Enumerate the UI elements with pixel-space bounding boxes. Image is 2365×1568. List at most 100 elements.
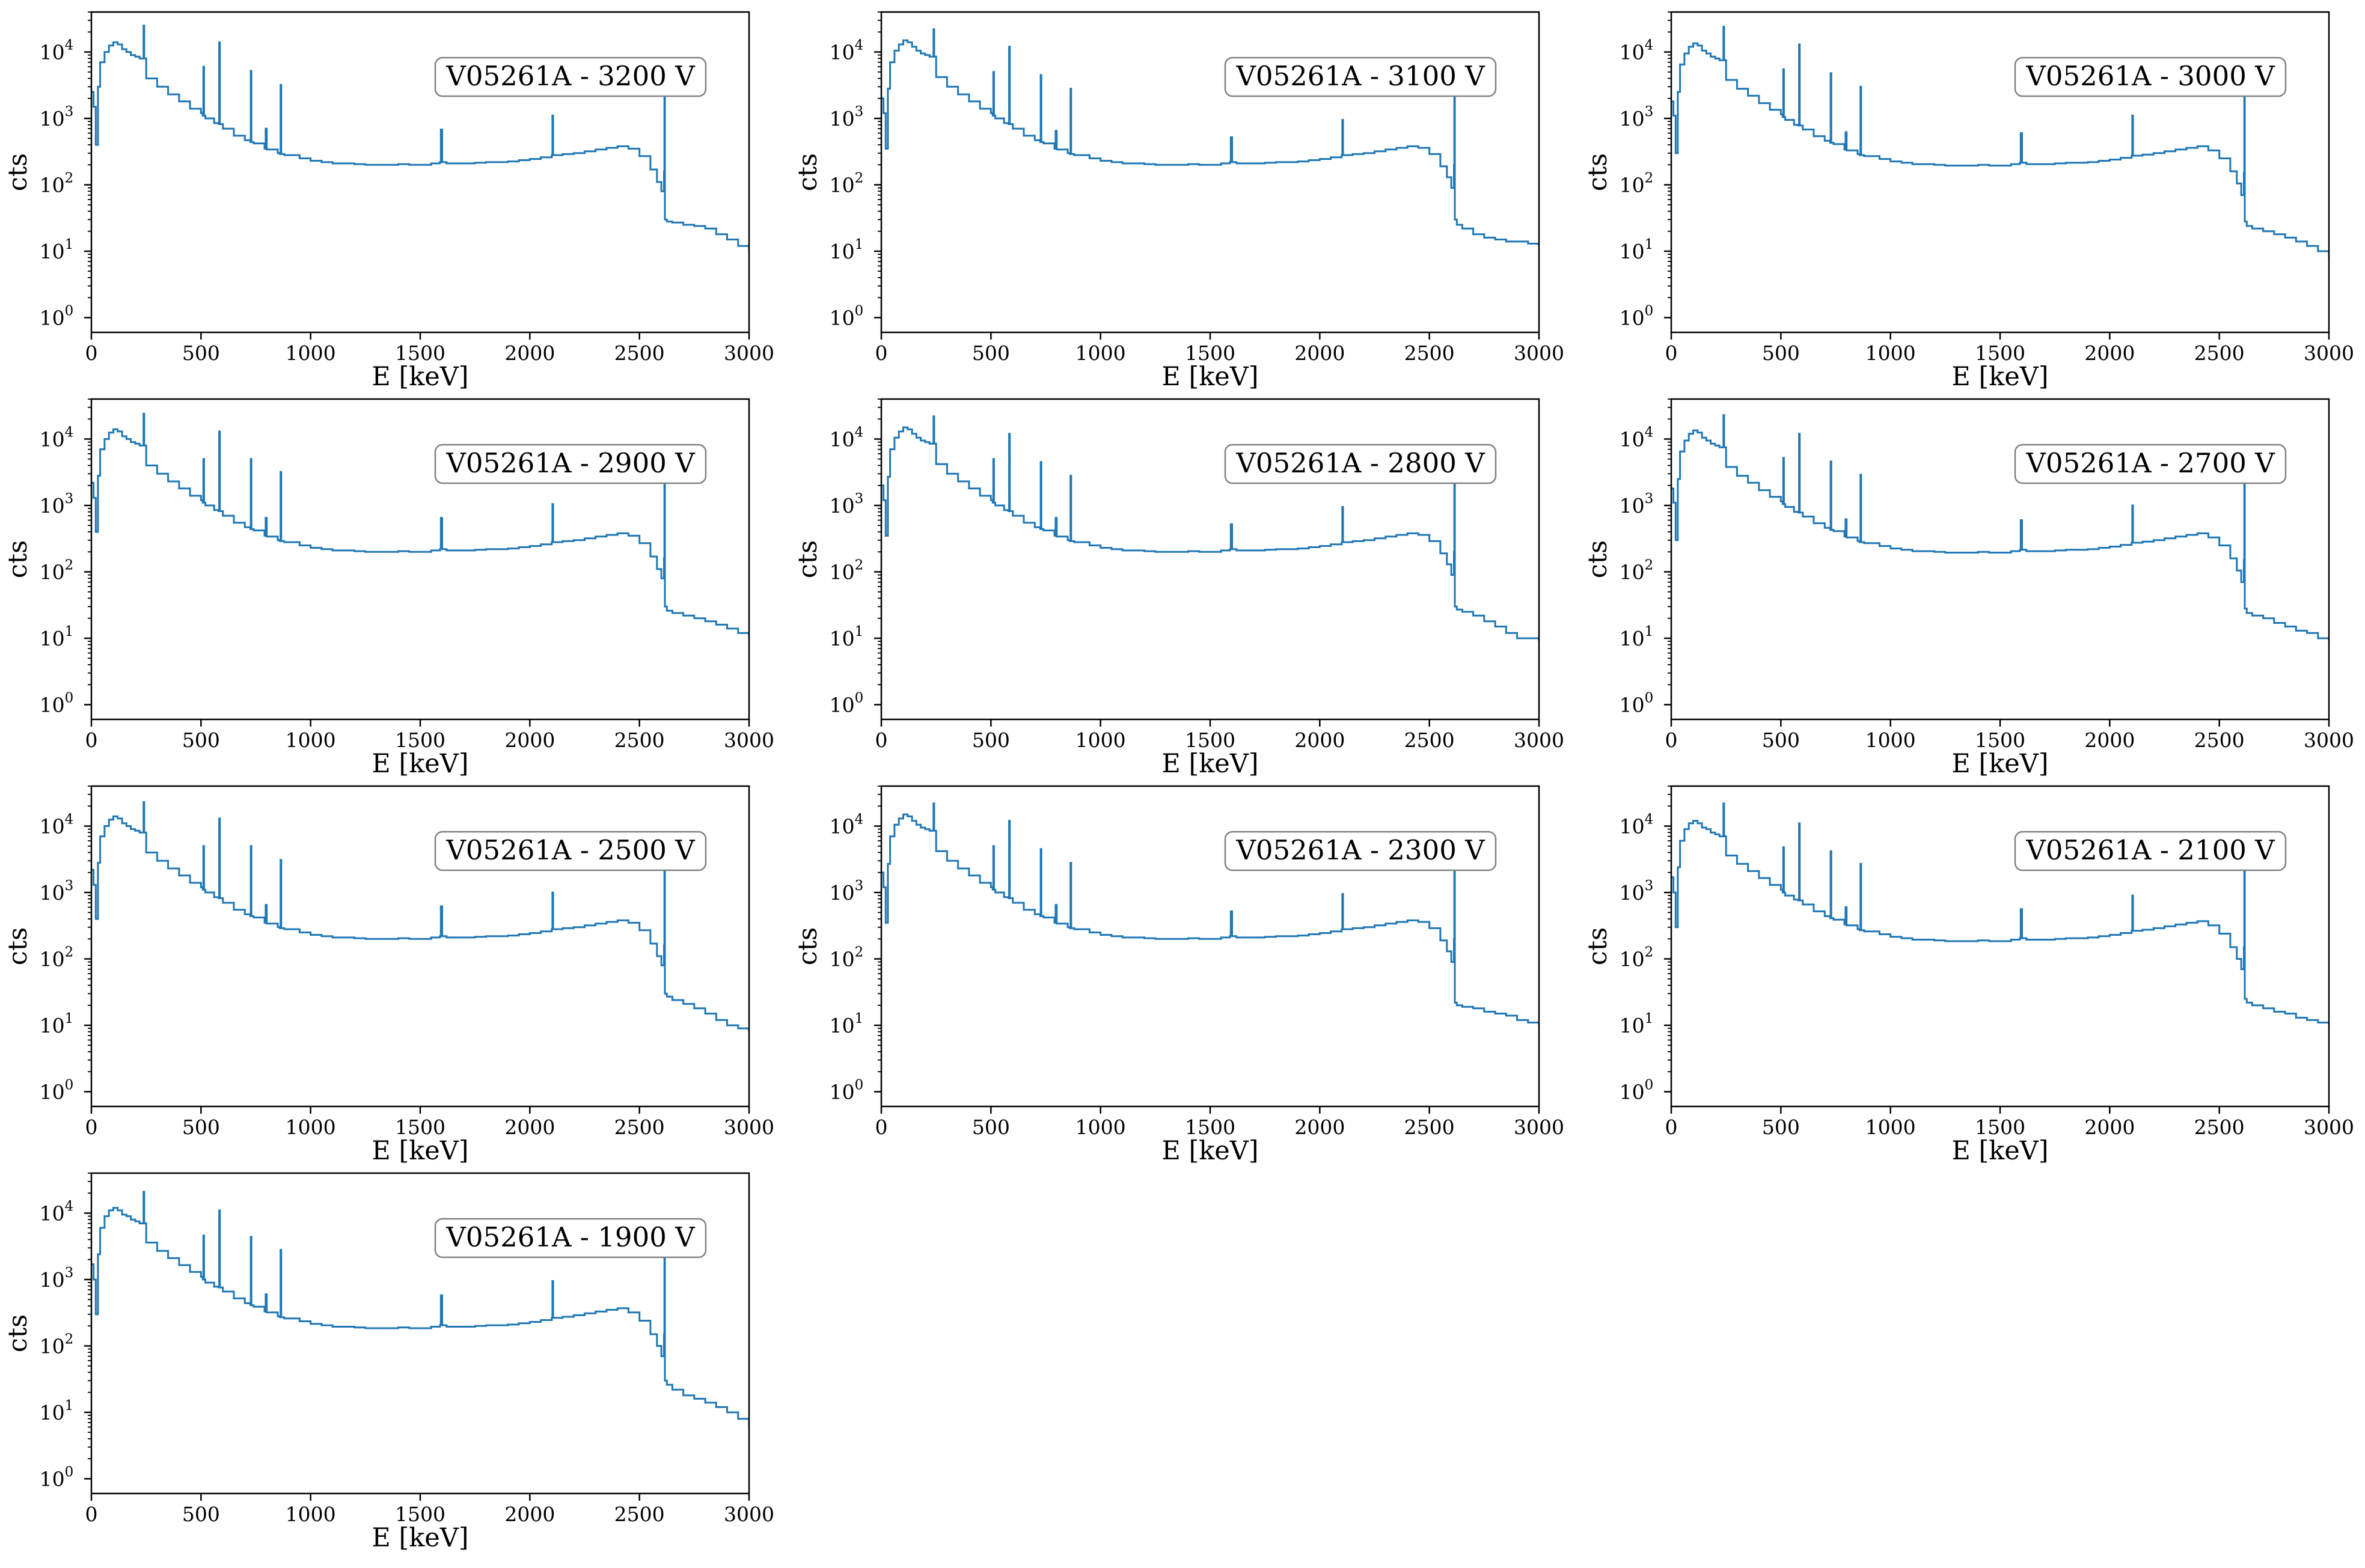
spectrum-panel: 0 500 1000 1500 2000 2500 3000 100 101 102 103 104 E… xyxy=(1583,785,2354,1166)
y-tick-label: 102 xyxy=(1620,945,1654,971)
x-tick-label: 1000 xyxy=(1075,1115,1126,1139)
annotation-text: V05261A - 2900 V xyxy=(445,447,696,479)
x-axis-label: E [keV] xyxy=(372,1523,468,1553)
x-tick-label: 0 xyxy=(875,341,888,365)
y-tick-label: 103 xyxy=(830,104,864,130)
x-axis-label: E [keV] xyxy=(1161,749,1258,779)
y-axis-label: cts xyxy=(793,927,823,965)
x-tick-label: 2000 xyxy=(2084,341,2135,365)
annotation-text: V05261A - 3200 V xyxy=(445,60,696,92)
x-tick-label: 1500 xyxy=(395,1115,445,1139)
y-tick-label: 100 xyxy=(1620,690,1654,716)
y-tick-label: 103 xyxy=(40,104,74,130)
y-tick-label: 103 xyxy=(1620,104,1654,130)
x-tick-label: 3000 xyxy=(1514,728,1564,752)
x-tick-label: 2000 xyxy=(504,1502,555,1526)
y-tick-label: 104 xyxy=(40,425,74,451)
y-tick-label: 104 xyxy=(830,38,864,64)
x-axis-label: E [keV] xyxy=(1161,1136,1258,1166)
x-tick-label: 2500 xyxy=(614,341,665,365)
y-tick-label: 100 xyxy=(830,690,864,716)
y-tick-label: 103 xyxy=(830,878,864,904)
y-tick-label: 104 xyxy=(830,812,864,838)
x-tick-label: 1000 xyxy=(1075,728,1126,752)
x-axis-label: E [keV] xyxy=(372,362,468,392)
y-axis-label: cts xyxy=(3,153,33,191)
y-axis-label: cts xyxy=(1583,927,1613,965)
x-tick-label: 1000 xyxy=(1865,341,1916,365)
y-axis-label: cts xyxy=(3,927,33,965)
x-tick-label: 2000 xyxy=(504,728,555,752)
spectrum-series-line xyxy=(1671,414,2329,642)
y-axis-label: cts xyxy=(1583,153,1613,191)
x-tick-label: 2000 xyxy=(504,341,555,365)
y-tick-label: 102 xyxy=(40,558,74,584)
x-tick-label: 1500 xyxy=(1185,1115,1235,1139)
x-tick-label: 1500 xyxy=(1185,341,1235,365)
annotation-box xyxy=(2014,56,2287,97)
x-tick-label: 1500 xyxy=(1975,1115,2025,1139)
annotation-text: V05261A - 1900 V xyxy=(445,1221,696,1253)
y-axis-label: cts xyxy=(3,540,33,578)
x-tick-label: 1000 xyxy=(286,1502,336,1526)
x-axis-label: E [keV] xyxy=(1951,1136,2048,1166)
y-tick-label: 101 xyxy=(1620,237,1654,263)
x-tick-label: 2500 xyxy=(614,1115,665,1139)
y-axis-label: cts xyxy=(793,540,823,578)
x-tick-label: 0 xyxy=(85,1502,98,1526)
spectrum-series-line xyxy=(91,25,749,251)
spectrum-series-line xyxy=(881,415,1539,642)
y-tick-label: 102 xyxy=(830,945,864,971)
y-tick-label: 101 xyxy=(830,237,864,263)
x-tick-label: 3000 xyxy=(1514,1115,1564,1139)
x-tick-label: 2000 xyxy=(2084,728,2135,752)
y-axis-label: cts xyxy=(1583,540,1613,578)
y-tick-label: 102 xyxy=(40,171,74,197)
y-tick-label: 103 xyxy=(1620,878,1654,904)
annotation-box xyxy=(434,1218,707,1258)
y-tick-label: 103 xyxy=(40,491,74,517)
annotation-text: V05261A - 2800 V xyxy=(1235,447,1485,479)
y-tick-label: 101 xyxy=(40,237,74,263)
y-tick-label: 101 xyxy=(830,1011,864,1037)
annotation-text: V05261A - 2300 V xyxy=(1235,834,1485,866)
spectrum-panel: 0 500 1000 1500 2000 2500 3000 100 101 102 103 104 E… xyxy=(1583,11,2354,392)
spectrum-panel: 0 500 1000 1500 2000 2500 3000 100 101 102 103 104 E… xyxy=(793,785,1564,1166)
spectrum-panel: 0 500 1000 1500 2000 2500 3000 100 101 102 103 104 E… xyxy=(3,1172,774,1553)
x-tick-label: 3000 xyxy=(724,1502,774,1526)
x-tick-label: 3000 xyxy=(724,341,774,365)
y-tick-label: 102 xyxy=(830,558,864,584)
annotation-box xyxy=(1224,444,1497,484)
x-tick-label: 2000 xyxy=(504,1115,555,1139)
y-tick-label: 102 xyxy=(830,171,864,197)
annotation-text: V05261A - 3000 V xyxy=(2025,60,2275,92)
x-tick-label: 1000 xyxy=(1865,728,1916,752)
y-tick-label: 101 xyxy=(1620,1011,1654,1037)
spectrum-panel: 0 500 1000 1500 2000 2500 3000 100 101 102 103 104 E… xyxy=(3,11,774,392)
spectrum-panel: 0 500 1000 1500 2000 2500 3000 100 101 102 103 104 E… xyxy=(3,398,774,779)
spectrum-series-line xyxy=(881,802,1539,1025)
x-tick-label: 2000 xyxy=(2084,1115,2135,1139)
x-tick-label: 0 xyxy=(1665,341,1678,365)
y-tick-label: 104 xyxy=(1620,38,1654,64)
spectrum-panel: 0 500 1000 1500 2000 2500 3000 100 101 102 103 104 E… xyxy=(3,785,774,1166)
annotation-text: V05261A - 2700 V xyxy=(2025,447,2275,479)
x-tick-label: 1500 xyxy=(395,341,445,365)
y-tick-label: 101 xyxy=(40,624,74,650)
x-tick-label: 1000 xyxy=(286,341,336,365)
x-tick-label: 1000 xyxy=(286,1115,336,1139)
spectrum-panel: 0 500 1000 1500 2000 2500 3000 100 101 102 103 104 E… xyxy=(793,11,1564,392)
spectrum-panel: 0 500 1000 1500 2000 2500 3000 100 101 102 103 104 E… xyxy=(793,398,1564,779)
y-tick-label: 100 xyxy=(40,303,74,329)
spectrum-series-line xyxy=(91,413,749,638)
y-tick-label: 100 xyxy=(1620,1077,1654,1103)
x-tick-label: 2500 xyxy=(614,1502,665,1526)
x-tick-label: 500 xyxy=(182,1502,220,1526)
x-tick-label: 1000 xyxy=(1075,341,1126,365)
x-tick-label: 2500 xyxy=(1404,728,1455,752)
y-tick-label: 100 xyxy=(40,1464,74,1490)
y-tick-label: 103 xyxy=(830,491,864,517)
y-tick-label: 102 xyxy=(1620,558,1654,584)
x-tick-label: 1000 xyxy=(286,728,336,752)
x-axis-label: E [keV] xyxy=(1951,362,2048,392)
